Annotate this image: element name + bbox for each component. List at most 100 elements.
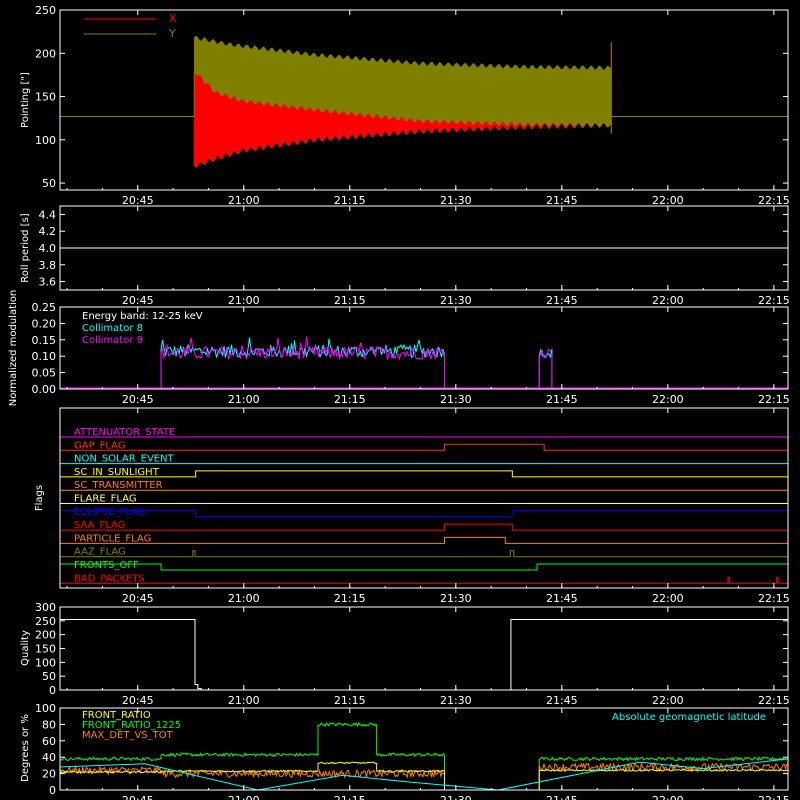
ratio-trace-0-2 (317, 761, 377, 765)
ratios-legend-geomag: Absolute geomagnetic latitude (612, 712, 766, 723)
y-tick-label: 250 (35, 615, 56, 628)
modulation-y-label: Normalized modulation (8, 290, 19, 407)
roll-period-panel: 3.6 3.8 4.0 4.2 4.4 20:45 21:00 21:15 21:30 21:4… (20, 205, 790, 307)
modulation-y-ticks: 0.00 0.05 0.10 0.15 0.20 0.25 (32, 301, 788, 396)
x-tick-label: 21:15 (334, 294, 366, 307)
x-tick-label: 22:00 (652, 694, 684, 707)
x-tick-label: 20:45 (122, 194, 154, 207)
y-tick-label: 100 (35, 702, 56, 715)
flag-label-flare-flag: FLARE_FLAG (74, 494, 137, 505)
flag-label-sc-transmitter: SC_TRANSMITTER (74, 480, 163, 491)
y-tick-label: 150 (35, 643, 56, 656)
y-tick-label: 100 (35, 656, 56, 669)
x-tick-label: 21:30 (440, 194, 472, 207)
y-tick-label: 4.0 (39, 242, 57, 255)
ratio-trace-0-1 (161, 769, 319, 773)
y-tick-label: 4.4 (39, 208, 57, 221)
ratios-legend-front-ratio: FRONT_RATIO (82, 710, 151, 721)
x-tick-label: 22:15 (758, 794, 790, 800)
ratio-trace-0-4 (539, 768, 789, 772)
ratio-trace-2-1 (160, 768, 445, 779)
y-tick-label: 0.10 (32, 350, 57, 363)
flag-trace-aaz-flag (60, 550, 788, 558)
roll-y-label: Roll period [s] (20, 213, 31, 282)
ratios-legend-max-det: MAX_DET_VS_TOT (82, 730, 174, 741)
ratio-trace-1-3 (376, 752, 445, 758)
y-tick-label: 0.25 (32, 301, 57, 314)
y-tick-label: 50 (42, 177, 56, 190)
flag-label-attenuator-state: ATTENUATOR_STATE (74, 427, 175, 438)
x-tick-label: 20:45 (122, 592, 154, 605)
pointing-data-layer (60, 35, 788, 169)
legend-y-label: Y (168, 27, 176, 40)
y-tick-label: 250 (35, 4, 56, 17)
flag-trace-eclipse-flag (60, 510, 788, 518)
x-tick-label: 21:15 (334, 592, 366, 605)
y-tick-label: 0.00 (32, 383, 57, 396)
x-tick-label: 21:30 (440, 794, 472, 800)
ratios-frame (59, 707, 789, 791)
x-tick-label: 22:00 (652, 592, 684, 605)
x-tick-label: 21:15 (334, 393, 366, 406)
flags-x-ticks: 20:45 21:00 21:15 21:30 21:45 22:00 22:15 (66, 408, 790, 605)
y-tick-label: 40 (42, 751, 56, 764)
ratios-panel: 0 20 40 60 80 100 20:45 21:00 21:15 21:30 21:45 22… (20, 702, 790, 800)
x-tick-label: 21:30 (440, 694, 472, 707)
x-tick-label: 21:00 (228, 694, 260, 707)
geomagnetic-latitude-trace (59, 758, 789, 791)
flag-trace-fronts-off (60, 563, 788, 571)
x-tick-label: 21:00 (228, 794, 260, 800)
flag-label-fronts-off: FRONTS_OFF (74, 560, 139, 571)
ratio-trace-0-0 (59, 770, 162, 774)
flag-label-particle-flag: PARTICLE_FLAG (74, 533, 151, 544)
x-tick-label: 20:45 (122, 393, 154, 406)
x-tick-label: 22:15 (758, 294, 790, 307)
y-tick-label: 300 (35, 601, 56, 614)
modulation-frame (59, 306, 789, 390)
modulation-trace-1-1 (538, 348, 553, 389)
x-tick-label: 21:45 (546, 794, 578, 800)
modulation-legend-c8: Collimator 8 (82, 323, 143, 334)
roll-y-ticks: 3.6 3.8 4.0 4.2 4.4 (39, 208, 788, 289)
x-tick-label: 21:30 (440, 294, 472, 307)
pointing-frame (59, 9, 789, 191)
flag-label-saa-flag: SAA_FLAG (74, 520, 125, 531)
x-tick-label: 22:00 (652, 194, 684, 207)
y-tick-label: 200 (35, 47, 56, 60)
x-tick-label: 21:45 (546, 592, 578, 605)
ratios-x-ticks: 20:45 21:00 21:15 21:30 21:45 22:00 22:15 (66, 708, 790, 800)
modulation-energy-band: Energy band: 12-25 keV (82, 311, 203, 322)
y-tick-label: 60 (42, 735, 56, 748)
flag-trace-particle-flag (60, 536, 788, 544)
pointing-y-label: Pointing ["] (20, 72, 31, 128)
x-tick-label: 22:15 (758, 592, 790, 605)
x-tick-label: 20:45 (122, 294, 154, 307)
modulation-trace-1-0 (160, 336, 445, 389)
x-tick-label: 22:15 (758, 694, 790, 707)
ratios-legend-front-ratio-1225: FRONT_RATIO_1225 (82, 720, 181, 731)
ratios-y-label: Degrees or % (20, 714, 31, 782)
x-tick-label: 21:30 (440, 592, 472, 605)
pointing-panel: 50 100 150 200 250 20:45 21:00 21:15 21:30 21:45… (20, 4, 790, 207)
pointing-x-ticks: 20:45 21:00 21:15 21:30 21:45 22:00 22:15 (66, 10, 790, 207)
x-tick-label: 21:15 (334, 794, 366, 800)
y-tick-label: 3.8 (39, 259, 57, 272)
flag-trace-bad-packets (60, 576, 788, 584)
x-tick-label: 21:00 (228, 592, 260, 605)
flag-trace-gap-flag (60, 443, 788, 451)
flags-frame (59, 407, 789, 589)
modulation-x-ticks: 20:45 21:00 21:15 21:30 21:45 22:00 22:15 (66, 307, 790, 406)
legend-x-label: X (169, 12, 177, 25)
x-tick-label: 20:45 (122, 694, 154, 707)
flag-label-eclipse-flag: ECLIPSE_FLAG (74, 507, 145, 518)
y-tick-label: 0 (49, 784, 56, 797)
flag-label-aaz-flag: AAZ_FLAG (74, 547, 126, 558)
roll-x-ticks: 20:45 21:00 21:15 21:30 21:45 22:00 22:15 (66, 206, 790, 307)
x-tick-label: 21:45 (546, 194, 578, 207)
y-tick-label: 4.2 (39, 225, 57, 238)
x-tick-label: 21:15 (334, 194, 366, 207)
modulation-panel: 0.00 0.05 0.10 0.15 0.20 0.25 20:45 21:00 21:15… (8, 290, 790, 407)
ratio-trace-1-4 (538, 756, 789, 762)
